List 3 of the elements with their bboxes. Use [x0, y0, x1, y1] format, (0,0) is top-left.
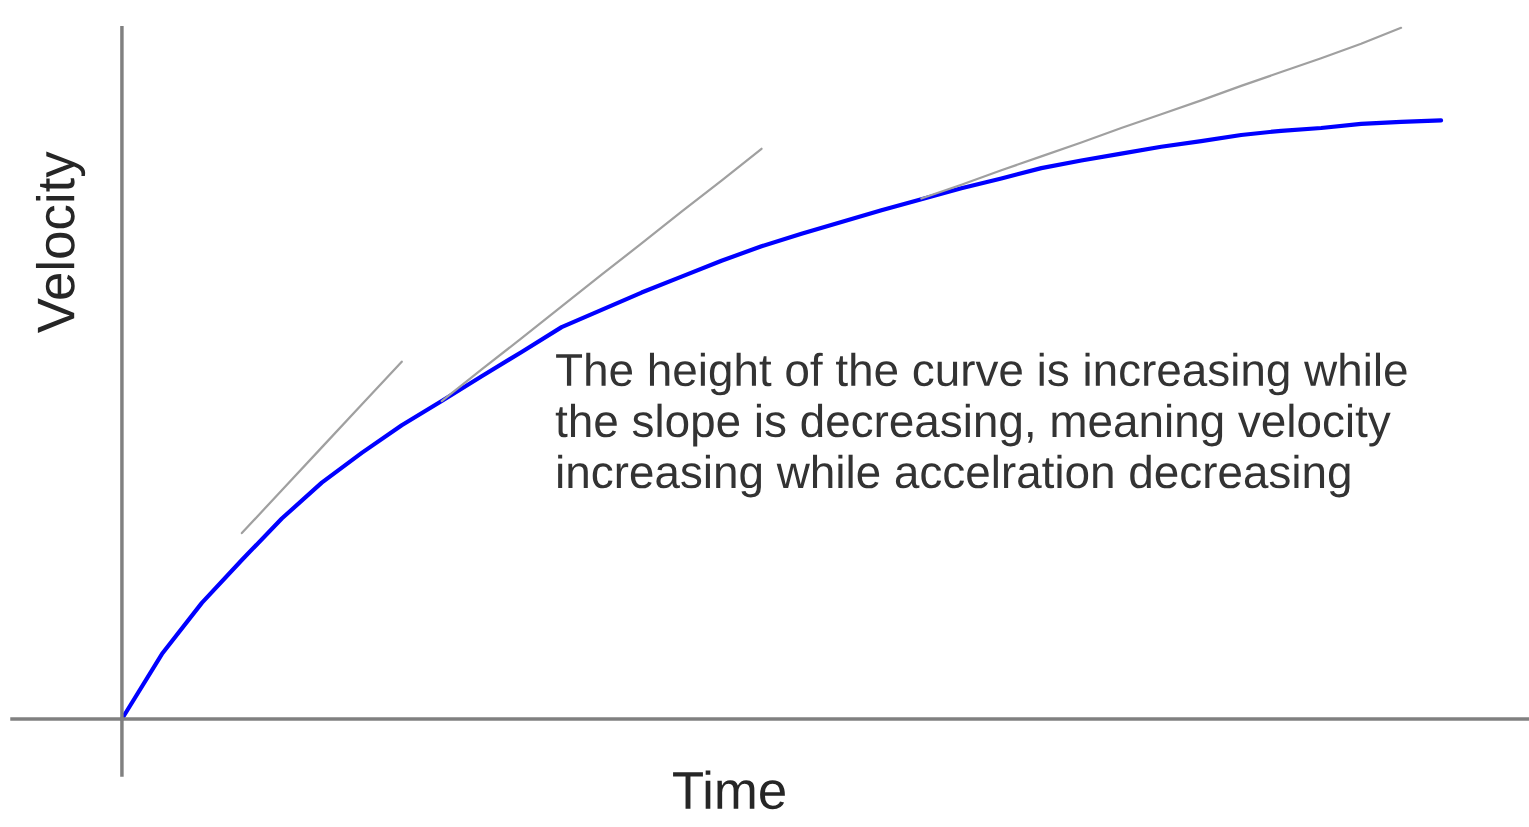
y-axis-title: Velocity [35, 151, 86, 334]
annotation: The height of the curve is increasing while the slope is decreasing, meaning velocity increasing while accelration decreasing [555, 352, 1407, 498]
x-axis-title: Time [673, 770, 785, 810]
